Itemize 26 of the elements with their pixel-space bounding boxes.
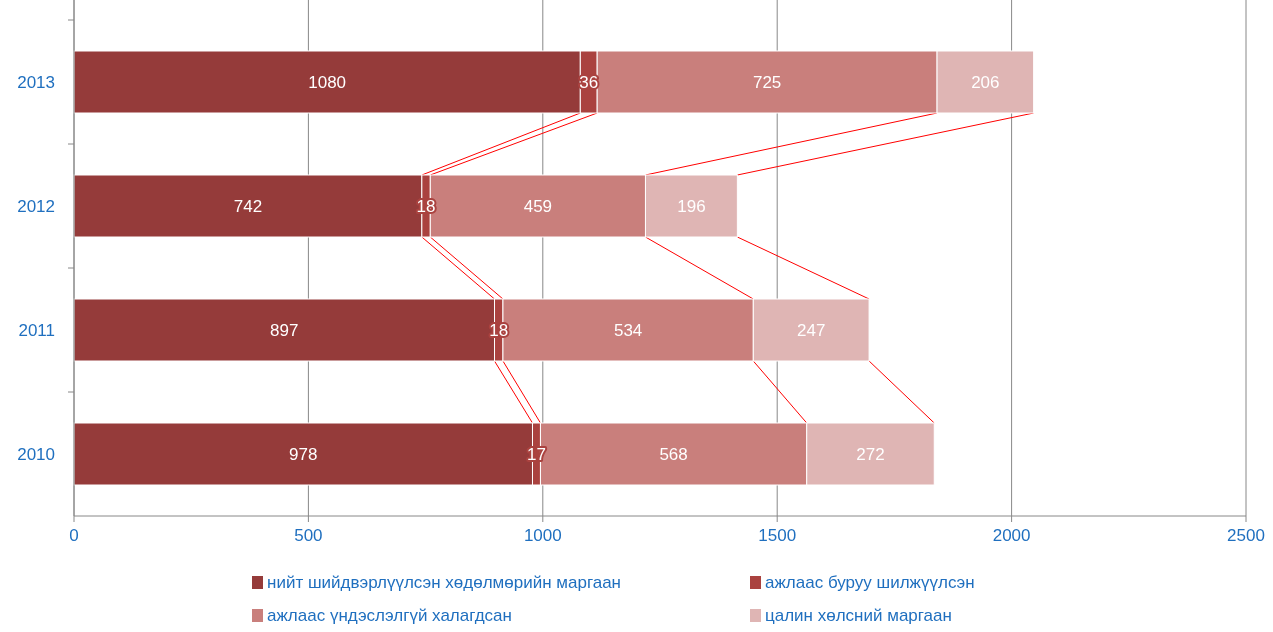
x-tick-label: 2500	[1227, 526, 1265, 545]
data-label: 247	[797, 321, 826, 340]
data-label: 568	[659, 445, 688, 464]
legend-label: ажлаас үндэслэлгүй халагдсан	[267, 606, 512, 625]
y-tick-label: 2011	[18, 321, 55, 340]
legend-label: ажлаас буруу шилжүүлсэн	[765, 573, 975, 592]
x-tick-label: 1000	[523, 526, 562, 545]
data-label: 1080	[308, 73, 347, 92]
x-tick-label: 0	[69, 526, 79, 545]
y-tick-label: 2013	[17, 73, 55, 92]
data-label: 742	[233, 197, 263, 216]
legend-label: цалин хөлсний маргаан	[765, 606, 952, 625]
data-label: 897	[270, 321, 299, 340]
data-label: 534	[613, 321, 643, 340]
x-tick-label: 500	[294, 526, 323, 545]
x-tick-label: 1500	[758, 526, 797, 545]
data-label: 206	[971, 73, 1000, 92]
data-label: 272	[856, 445, 885, 464]
data-label: 725	[752, 73, 782, 92]
data-label: 196	[677, 197, 706, 216]
data-label: 978	[289, 445, 318, 464]
data-label: 459	[523, 197, 553, 216]
x-tick-label: 2000	[992, 526, 1031, 545]
y-tick-label: 2010	[17, 445, 55, 464]
legend-label: нийт шийдвэрлүүлсэн хөдөлмөрийн маргаан	[267, 573, 622, 592]
y-tick-label: 2012	[17, 197, 55, 216]
